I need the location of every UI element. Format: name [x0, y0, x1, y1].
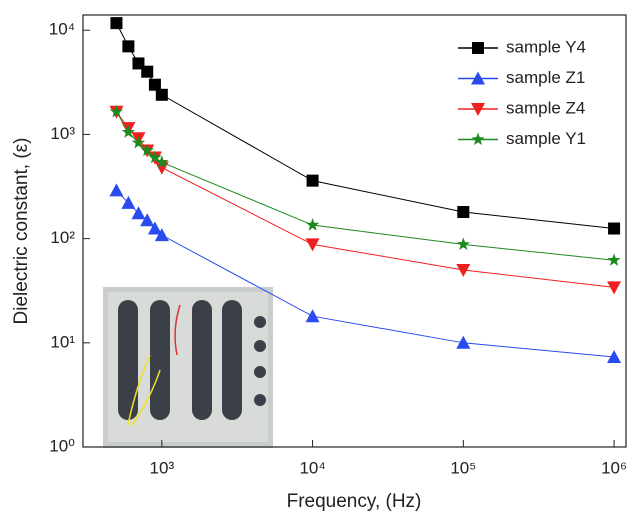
legend-marker: [471, 71, 485, 85]
marker: [148, 78, 161, 91]
y-tick-label: 10³: [50, 124, 75, 143]
legend: sample Y4 sample Z1 sample Z4 sample Y1: [458, 37, 586, 148]
marker: [110, 17, 123, 30]
marker: [154, 161, 169, 175]
marker: [147, 221, 162, 235]
inset-dot: [254, 340, 266, 352]
legend-marker: [471, 132, 485, 146]
marker: [456, 263, 471, 277]
marker: [140, 213, 155, 227]
inset-dot: [254, 316, 266, 328]
y-tick-label: 10⁴: [49, 20, 75, 39]
x-tick-label: 10⁵: [450, 458, 476, 477]
marker: [456, 237, 470, 251]
marker: [305, 218, 320, 231]
inset-arrow: [174, 304, 181, 356]
inset-dot: [254, 394, 266, 406]
legend-text: sample Z1: [506, 68, 585, 87]
marker: [141, 65, 154, 78]
plot-frame: [82, 14, 627, 448]
marker: [608, 222, 621, 235]
marker: [457, 206, 470, 219]
marker: [121, 125, 136, 138]
y-tick-label: 10⁰: [49, 436, 75, 455]
marker: [122, 40, 135, 53]
x-axis-label: Frequency, (Hz): [287, 491, 422, 512]
marker: [305, 238, 320, 252]
marker: [607, 281, 622, 295]
marker: [305, 309, 320, 323]
marker: [607, 253, 621, 266]
marker: [121, 195, 136, 209]
legend-marker: [471, 103, 485, 116]
x-tick-label: 10⁶: [601, 458, 627, 477]
marker: [131, 206, 146, 220]
inset-contact: [192, 300, 212, 420]
marker: [131, 135, 146, 149]
marker: [155, 155, 169, 168]
marker: [306, 174, 319, 187]
marker: [140, 143, 154, 157]
legend-text: sample Y1: [506, 129, 586, 148]
marker: [109, 104, 124, 118]
marker: [109, 183, 124, 197]
inset-contact: [222, 300, 242, 420]
legend-marker: [472, 42, 484, 54]
inset-photo: [103, 287, 273, 448]
x-tick-label: 10³: [150, 458, 175, 477]
legend-text: sample Y4: [506, 37, 586, 56]
x-tick-label: 10⁴: [299, 458, 325, 477]
marker: [155, 88, 168, 101]
marker: [607, 350, 622, 364]
y-tick-label: 10²: [50, 228, 75, 247]
marker: [148, 150, 162, 164]
y-axis-label: Dielectric constant, (ε): [11, 138, 32, 325]
marker: [154, 228, 169, 242]
inset-contact: [118, 300, 138, 420]
inset-arrow: [127, 354, 161, 426]
inset-contact: [150, 300, 170, 420]
marker: [456, 335, 471, 349]
inset-dot: [254, 366, 266, 378]
legend-text: sample Z4: [506, 98, 585, 117]
y-tick-label: 10¹: [50, 332, 75, 351]
